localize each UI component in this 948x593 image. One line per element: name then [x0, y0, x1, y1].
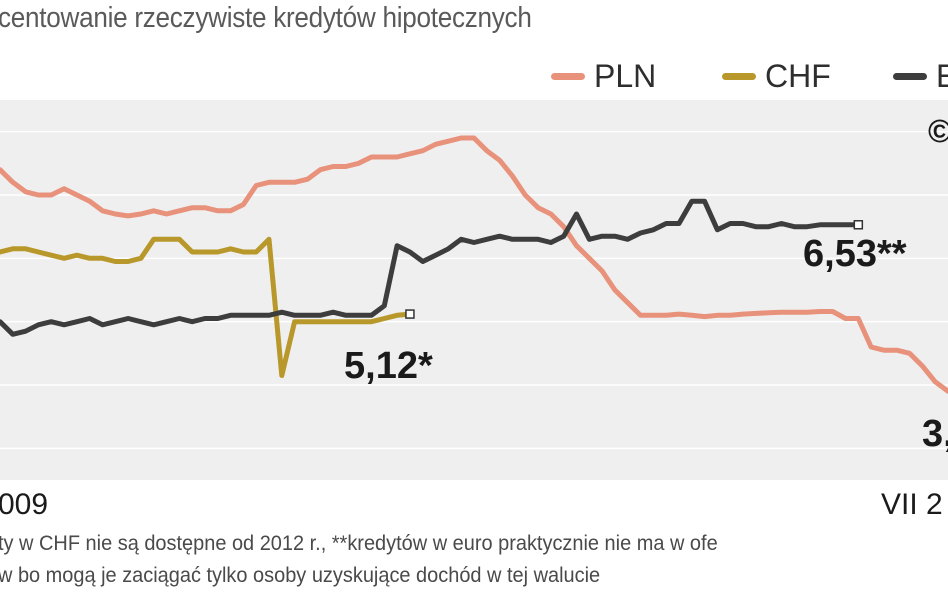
end-markers [405, 220, 864, 319]
grid-lines [0, 130, 948, 450]
annotation-pln-value: 3, [922, 413, 948, 455]
end-marker-chf [405, 309, 415, 319]
annotation-chf-value: 5,12* [344, 345, 433, 387]
x-tick-label-start: 009 [0, 488, 49, 521]
legend-label-pln: PLN [594, 58, 657, 94]
legend: PLN CHF E [0, 56, 948, 96]
series-lines [0, 135, 948, 394]
series-line-chf [0, 236, 413, 378]
legend-swatch-eur [893, 73, 927, 80]
x-tick-label-end: VII 2 [881, 488, 943, 521]
copyright-mark: © [928, 113, 948, 149]
footnote-line-2: w bo mogą je zaciągać tylko osoby uzysku… [0, 564, 601, 587]
series-line-pln [0, 135, 948, 394]
plot-background [0, 100, 948, 480]
line-chart: © 5,12* 6,53** 3, [0, 100, 948, 480]
chart-title: centowanie rzeczywiste kredytów hipotecz… [0, 2, 532, 34]
footnote-line-1: ty w CHF nie są dostępne od 2012 r., **k… [0, 532, 718, 555]
legend-label-chf: CHF [765, 58, 831, 94]
legend-label-eur: E [936, 58, 948, 94]
legend-swatch-pln [551, 73, 585, 80]
legend-swatch-chf [722, 73, 756, 80]
annotation-eur-value: 6,53** [803, 233, 907, 275]
end-marker-e [853, 220, 864, 230]
series-line-e [0, 198, 861, 337]
